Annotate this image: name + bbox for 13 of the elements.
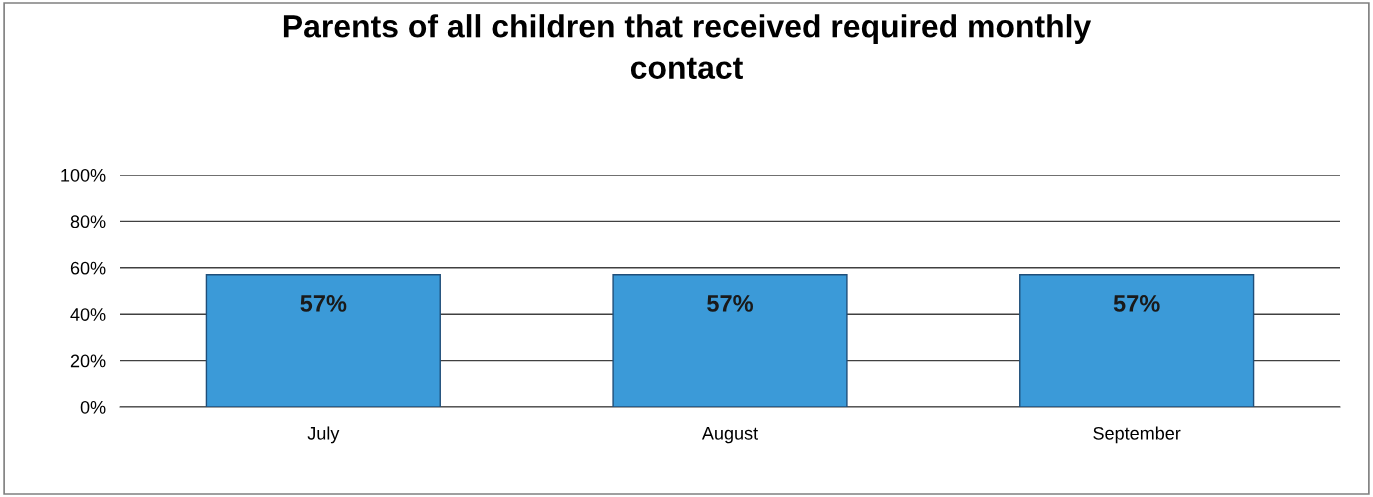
y-tick-label: 60% (70, 261, 106, 275)
x-tick-label: July (307, 426, 340, 444)
chart-title: Parents of all children that received required monthly contact (283, 14, 1092, 79)
x-tick-label: September (1093, 426, 1181, 444)
y-tick-label: 100% (61, 168, 106, 182)
y-tick-label: 40% (70, 308, 106, 321)
x-tick-label: August (701, 427, 758, 444)
data-label: 57% (1113, 295, 1160, 312)
data-label: 57% (300, 295, 347, 312)
y-tick-label: 0% (80, 400, 106, 414)
y-tick-label: 20% (70, 354, 106, 368)
data-label: 57% (707, 295, 754, 312)
y-tick-label: 80% (70, 215, 106, 229)
